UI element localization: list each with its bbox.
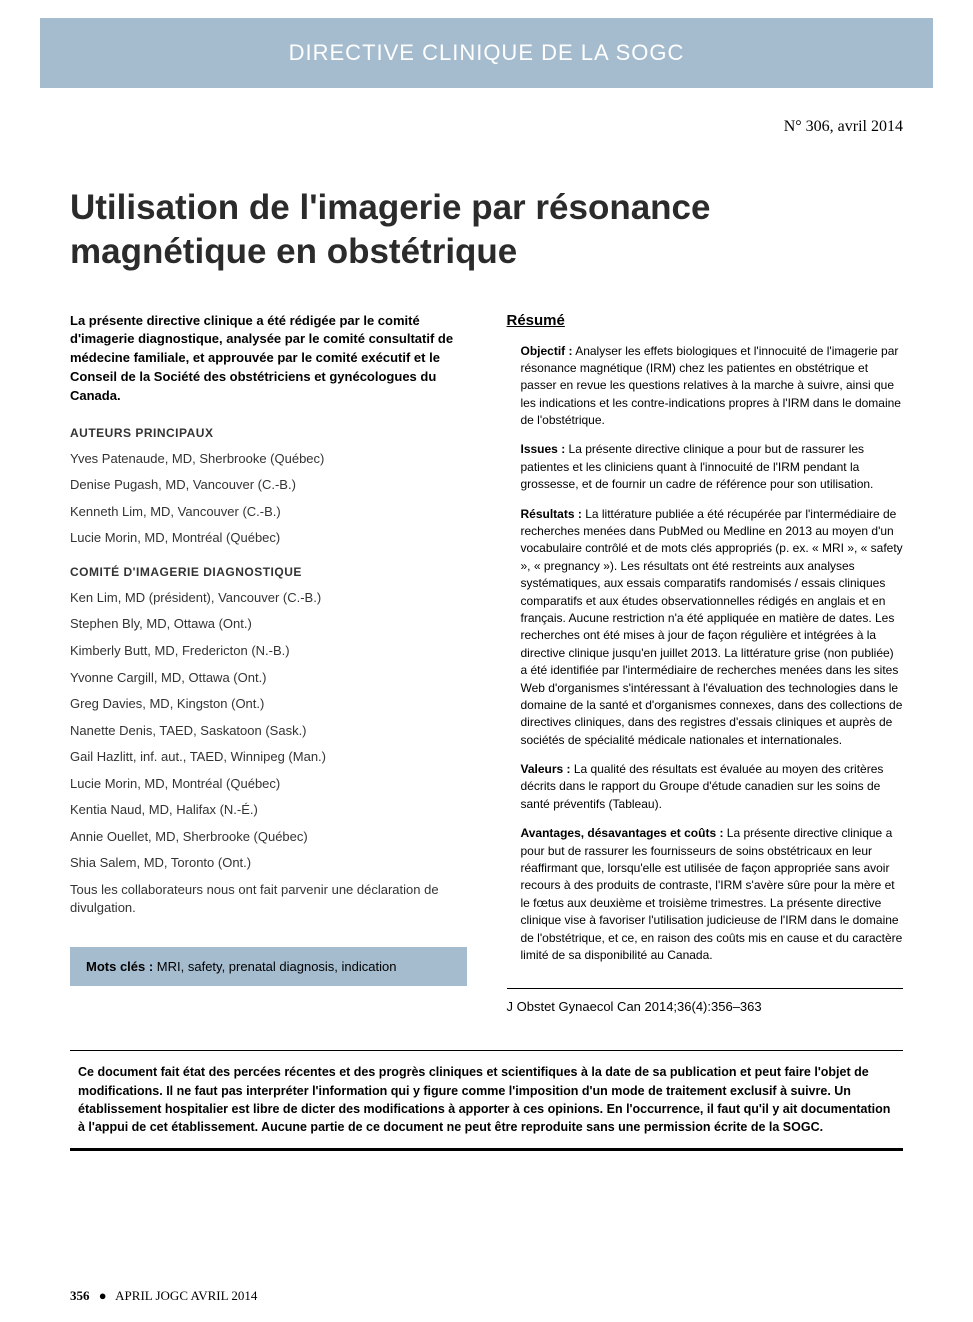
committee-member: Shia Salem, MD, Toronto (Ont.) (70, 854, 467, 872)
page-footer: 356 ● APRIL JOGC AVRIL 2014 (70, 1288, 257, 1304)
committee-member: Lucie Morin, MD, Montréal (Québec) (70, 775, 467, 793)
issue-number: N° 306, avril 2014 (0, 118, 903, 136)
resume-item-objectif: Objectif : Analyser les effets biologiqu… (507, 343, 904, 430)
resume-text: La littérature publiée a été récupérée p… (521, 507, 903, 747)
committee-member: Ken Lim, MD (président), Vancouver (C.-B… (70, 589, 467, 607)
content-columns: La présente directive clinique a été réd… (70, 312, 903, 1015)
resume-text: La qualité des résultats est évaluée au … (521, 762, 884, 811)
committee-heading: COMITÉ D'IMAGERIE DIAGNOSTIQUE (70, 565, 467, 579)
committee-member: Gail Hazlitt, inf. aut., TAED, Winnipeg … (70, 748, 467, 766)
header-band: DIRECTIVE CLINIQUE DE LA SOGC (40, 18, 933, 88)
committee-member: Greg Davies, MD, Kingston (Ont.) (70, 695, 467, 713)
footer-journal: APRIL JOGC AVRIL 2014 (115, 1288, 257, 1303)
resume-item-valeurs: Valeurs : La qualité des résultats est é… (507, 761, 904, 813)
keywords-label: Mots clés : (86, 959, 153, 974)
page-number: 356 (70, 1288, 90, 1303)
disclaimer-box: Ce document fait état des percées récent… (70, 1050, 903, 1151)
resume-text: La présente directive clinique a pour bu… (521, 442, 874, 491)
author-line: Yves Patenaude, MD, Sherbrooke (Québec) (70, 450, 467, 468)
authors-heading: AUTEURS PRINCIPAUX (70, 426, 467, 440)
resume-item-issues: Issues : La présente directive clinique … (507, 441, 904, 493)
author-line: Lucie Morin, MD, Montréal (Québec) (70, 529, 467, 547)
left-column: La présente directive clinique a été réd… (70, 312, 467, 1015)
keywords-band: Mots clés : MRI, safety, prenatal diagno… (70, 947, 467, 986)
committee-member: Nanette Denis, TAED, Saskatoon (Sask.) (70, 722, 467, 740)
resume-label: Objectif : (521, 344, 573, 358)
footer-separator: ● (99, 1288, 107, 1303)
resume-label: Résultats : (521, 507, 582, 521)
author-line: Denise Pugash, MD, Vancouver (C.-B.) (70, 476, 467, 494)
right-column: Résumé Objectif : Analyser les effets bi… (507, 312, 904, 1015)
committee-member: Yvonne Cargill, MD, Ottawa (Ont.) (70, 669, 467, 687)
resume-heading: Résumé (507, 312, 904, 329)
article-title: Utilisation de l'imagerie par résonance … (70, 186, 903, 274)
resume-label: Valeurs : (521, 762, 571, 776)
disclosure-note: Tous les collaborateurs nous ont fait pa… (70, 881, 467, 917)
resume-text: Analyser les effets biologiques et l'inn… (521, 344, 901, 428)
resume-item-avantages: Avantages, désavantages et coûts : La pr… (507, 825, 904, 964)
citation: J Obstet Gynaecol Can 2014;36(4):356–363 (507, 988, 904, 1014)
resume-label: Issues : (521, 442, 566, 456)
resume-text: La présente directive clinique a pour bu… (521, 826, 903, 962)
page: DIRECTIVE CLINIQUE DE LA SOGC N° 306, av… (0, 18, 973, 1322)
intro-paragraph: La présente directive clinique a été réd… (70, 312, 467, 406)
resume-item-resultats: Résultats : La littérature publiée a été… (507, 506, 904, 749)
author-line: Kenneth Lim, MD, Vancouver (C.-B.) (70, 503, 467, 521)
keywords-text: MRI, safety, prenatal diagnosis, indicat… (153, 959, 396, 974)
committee-member: Stephen Bly, MD, Ottawa (Ont.) (70, 615, 467, 633)
resume-label: Avantages, désavantages et coûts : (521, 826, 724, 840)
committee-member: Annie Ouellet, MD, Sherbrooke (Québec) (70, 828, 467, 846)
committee-member: Kimberly Butt, MD, Fredericton (N.-B.) (70, 642, 467, 660)
committee-member: Kentia Naud, MD, Halifax (N.-É.) (70, 801, 467, 819)
